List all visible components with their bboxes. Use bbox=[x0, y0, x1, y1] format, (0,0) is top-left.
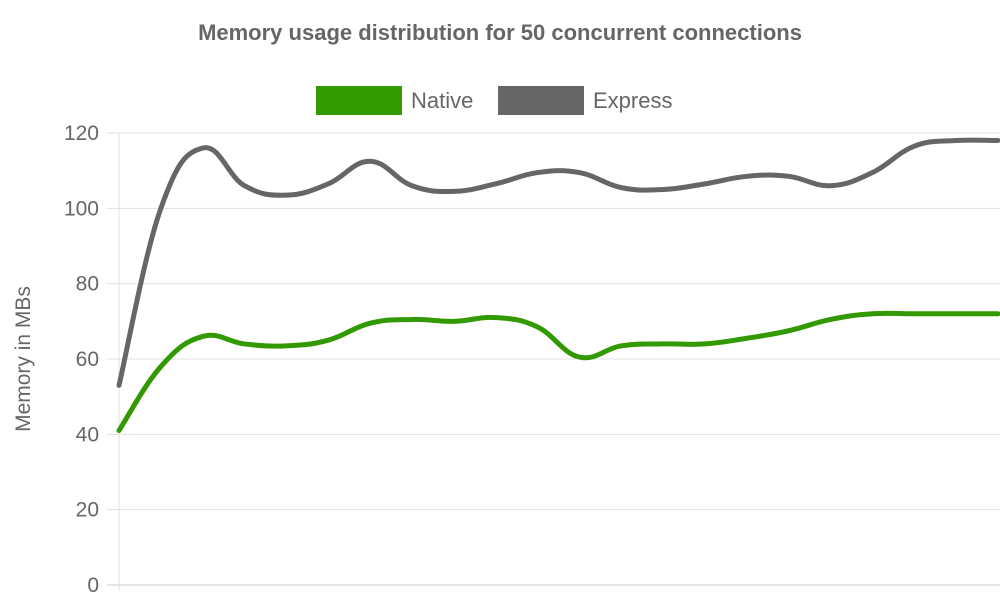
y-tick-label: 120 bbox=[64, 122, 99, 145]
legend-label: Express bbox=[593, 88, 672, 113]
legend-swatch bbox=[316, 86, 402, 115]
y-tick-label: 80 bbox=[76, 273, 99, 296]
y-tick-label: 20 bbox=[76, 499, 99, 522]
legend[interactable]: Native Express bbox=[316, 86, 672, 115]
legend-swatch bbox=[498, 86, 584, 115]
y-tick-label: 40 bbox=[76, 423, 99, 446]
y-tick-label: 100 bbox=[64, 197, 99, 220]
chart-title: Memory usage distribution for 50 concurr… bbox=[198, 20, 802, 45]
series-lines bbox=[116, 137, 1000, 434]
y-tick-label: 0 bbox=[87, 574, 99, 597]
series-line-express bbox=[116, 137, 1000, 388]
y-axis-label: Memory in MBs bbox=[12, 286, 35, 432]
y-axis-ticks: 0 20 40 60 80 100 120 bbox=[64, 122, 99, 597]
y-tick-label: 60 bbox=[76, 348, 99, 371]
legend-label: Native bbox=[411, 88, 473, 113]
grid bbox=[107, 132, 1000, 590]
series-line-native bbox=[116, 310, 1000, 434]
legend-item-native[interactable]: Native bbox=[316, 86, 473, 115]
legend-item-express[interactable]: Express bbox=[498, 86, 672, 115]
